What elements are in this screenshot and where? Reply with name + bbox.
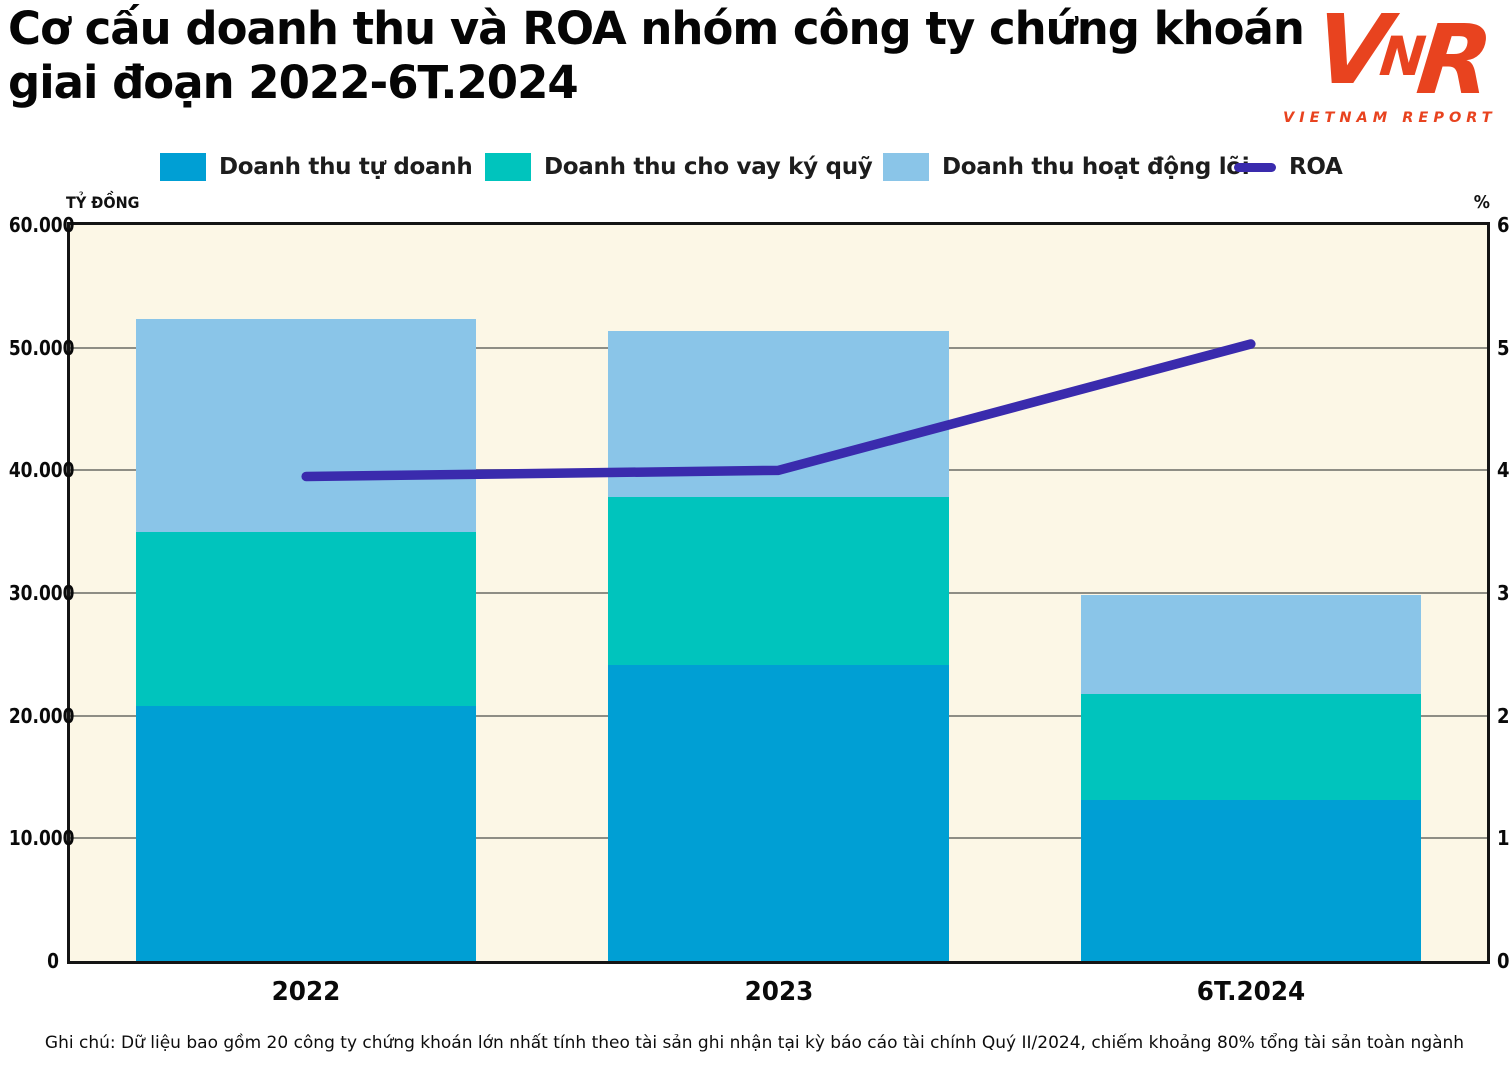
right-axis-tick: 0 [1497,949,1509,973]
bar-segment [136,705,477,961]
legend-label: Doanh thu hoạt động lõi [942,154,1250,180]
right-axis-unit: % [1473,192,1490,213]
legend-line-swatch-roa [1234,162,1276,172]
legend-item-roa: ROA [1234,150,1343,184]
bar-segment [608,497,949,666]
left-axis-tick: 60.000 [8,213,75,237]
right-axis-tick: 3 [1497,581,1509,605]
chart-title: Cơ cấu doanh thu và ROA nhóm công ty chứ… [8,2,1305,110]
right-axis-tick: 4 [1497,458,1509,483]
left-axis-tick: 10.000 [8,826,75,851]
bar-segment [1080,800,1421,961]
left-axis-tick: 40.000 [8,458,75,483]
bar-segment [136,319,477,532]
legend-label: ROA [1289,154,1343,180]
bar-segment [1080,693,1421,801]
bar-segment [608,665,949,961]
x-axis-label: 2023 [744,977,813,1007]
legend-label: Doanh thu tự doanh [219,154,473,180]
legend-item-tu-doanh: Doanh thu tự doanh [160,150,473,184]
legend-label: Doanh thu cho vay ký quỹ [544,154,873,180]
left-axis-tick: 30.000 [8,581,75,605]
x-axis-label: 2022 [271,977,341,1007]
right-axis-tick: 6 [1497,213,1509,237]
left-axis-tick: 50.000 [8,335,75,360]
left-axis-unit: TỶ ĐỒNG [66,193,140,212]
left-axis-tick: 0 [47,949,59,973]
bar-segment [1080,595,1421,694]
right-axis-tick: 5 [1497,335,1509,360]
roa-line [301,339,1256,482]
left-axis-tick: 20.000 [8,703,75,728]
plot-area [67,222,1490,964]
legend-item-ky-quy: Doanh thu cho vay ký quỹ [485,150,873,184]
legend-swatch-tu-doanh [160,153,206,181]
legend-item-hoat-dong-loi: Doanh thu hoạt động lõi [883,150,1250,184]
roa-line-layer [301,339,1256,482]
legend-swatch-hoat-dong-loi [883,153,929,181]
logo-wordmark: VIETNAM REPORT [1283,110,1497,126]
right-axis-tick: 1 [1497,826,1509,851]
footnote: Ghi chú: Dữ liệu bao gồm 20 công ty chứn… [44,1033,1465,1053]
x-axis-label: 6T.2024 [1196,977,1306,1007]
right-axis-tick: 2 [1497,703,1509,728]
bar-segment [136,531,477,706]
legend-swatch-ky-quy [485,153,531,181]
